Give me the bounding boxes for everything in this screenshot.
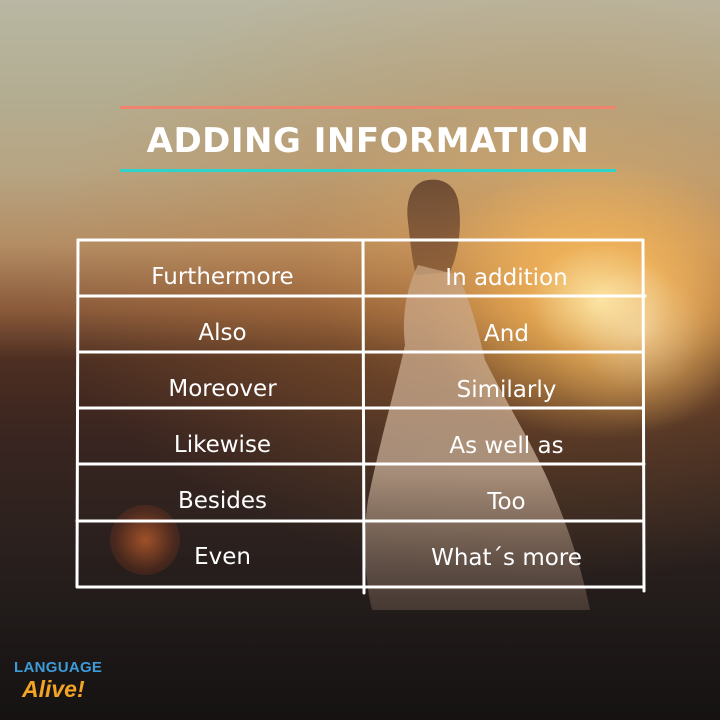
title-top-rule	[120, 106, 616, 109]
table-cell-right: Too	[487, 489, 526, 515]
table-grid	[75, 238, 647, 595]
table-cell-left: Furthermore	[151, 264, 294, 290]
table-cell-left: Even	[194, 544, 251, 570]
table-cell-left: Besides	[177, 488, 268, 514]
word-table: Furthermore In addition Also And Moreove…	[75, 238, 647, 595]
table-cell-left: Moreover	[168, 376, 277, 402]
table-cell-right: Similarly	[456, 377, 557, 403]
table-cell-left: Also	[198, 320, 247, 346]
table-cell-right: As well as	[449, 433, 564, 459]
table-cell-left: Likewise	[173, 432, 272, 458]
title-bottom-rule	[120, 169, 616, 172]
table-cell-right: In addition	[445, 265, 568, 291]
bokeh-light	[110, 505, 180, 575]
logo-line-1: LANGUAGE	[14, 659, 103, 676]
page-title: ADDING INFORMATION	[146, 121, 590, 161]
table-cell-right: And	[484, 321, 529, 347]
table-cell-right: What´s more	[431, 545, 582, 571]
language-alive-logo: LANGUAGE Alive!	[14, 660, 114, 710]
logo-line-2: Alive!	[22, 676, 85, 702]
